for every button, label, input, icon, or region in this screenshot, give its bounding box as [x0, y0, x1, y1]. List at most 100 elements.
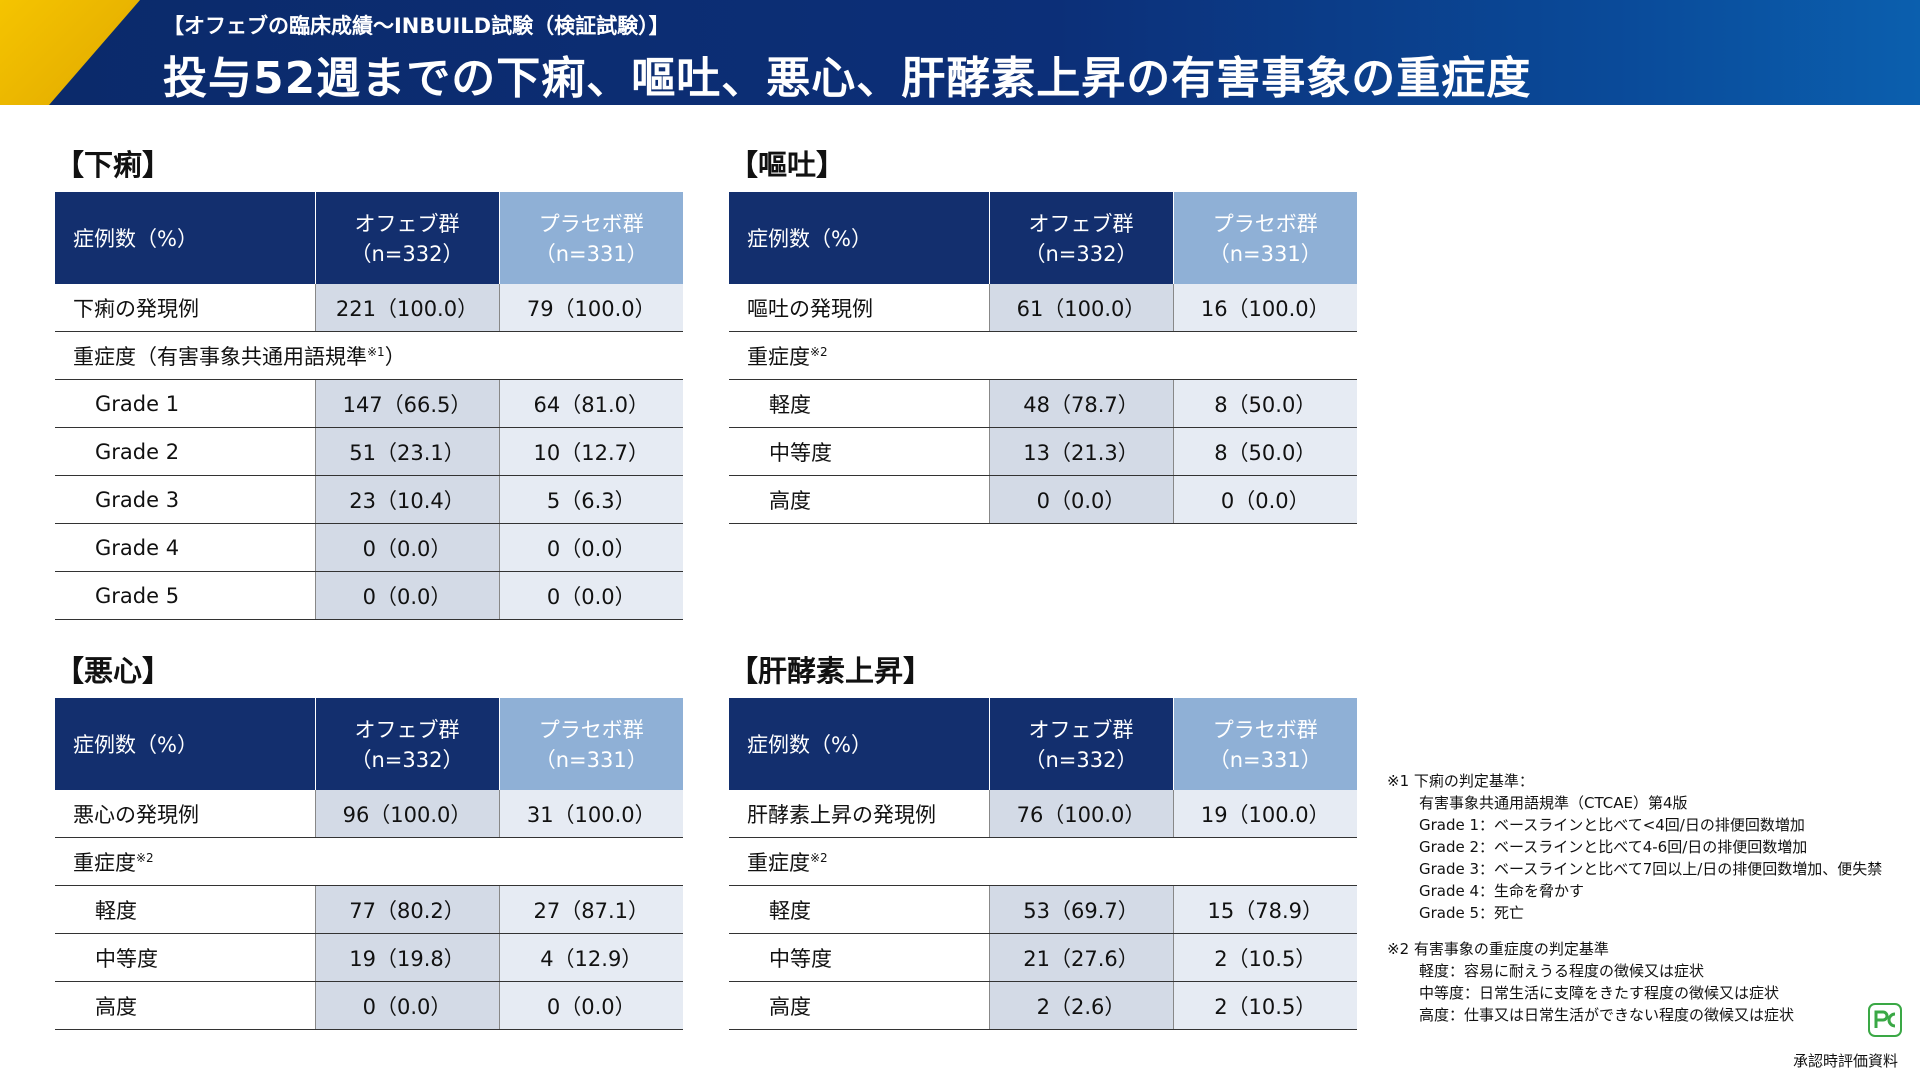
- group-name: オフェブ群: [354, 212, 460, 236]
- value-cell: 10（12.7）: [498, 427, 683, 476]
- note-line: Grade 3：ベースラインと比べて7回以上/日の排便回数増加、便失禁: [1419, 860, 1883, 878]
- value-cell: 0（0.0）: [988, 475, 1173, 524]
- header-row: 症例数（%） オフェブ群 （n=332） プラセボ群 （n=331）: [55, 192, 683, 284]
- value-cell: 0（0.0）: [498, 571, 683, 620]
- header-accent: [0, 0, 140, 105]
- table-body: 悪心の発現例 96（100.0） 31（100.0） 重症度※2 軽度 77（80.2） 2…: [55, 790, 683, 1030]
- table-head: 症例数（%） オフェブ群 （n=332） プラセボ群 （n=331）: [729, 698, 1357, 790]
- value-cell: 13（21.3）: [988, 427, 1173, 476]
- note-line: 中等度：日常生活に支障をきたす程度の徴候又は症状: [1419, 984, 1780, 1002]
- group-header: プラセボ群 （n=331）: [1172, 698, 1357, 790]
- row-label: 高度: [729, 981, 989, 1030]
- group-name: プラセボ群: [1212, 212, 1318, 236]
- value-cell: 2（2.6）: [988, 981, 1173, 1030]
- data-row: Grade 1 147（66.5） 64（81.0）: [55, 379, 683, 428]
- value-cell: 61（100.0）: [988, 284, 1173, 332]
- row-label: 中等度: [729, 933, 989, 982]
- row-label: Grade 3: [55, 475, 315, 524]
- value-cell: 31（100.0）: [498, 790, 683, 838]
- value-cell: 5（6.3）: [498, 475, 683, 524]
- note-line: Grade 4：生命を脅かす: [1419, 882, 1585, 900]
- note-ref: ※2: [810, 850, 828, 865]
- value-cell: 51（23.1）: [314, 427, 499, 476]
- value-cell: 79（100.0）: [498, 284, 683, 332]
- data-row: 軽度 48（78.7） 8（50.0）: [729, 379, 1357, 428]
- row-label: 下痢の発現例: [55, 284, 315, 332]
- severity-text: 重症度（有害事象共通用語規準: [73, 344, 367, 369]
- group-n: （n=331）: [534, 242, 648, 266]
- group-n: （n=331）: [1208, 748, 1322, 772]
- value-cell: 0（0.0）: [1172, 475, 1357, 524]
- group-n: （n=332）: [1024, 748, 1138, 772]
- severity-row: 重症度※2: [729, 331, 1357, 380]
- severity-row: 重症度※2: [729, 837, 1357, 886]
- value-cell: 27（87.1）: [498, 885, 683, 934]
- value-cell: 0（0.0）: [498, 981, 683, 1030]
- value-cell: 48（78.7）: [988, 379, 1173, 428]
- group-header: オフェブ群 （n=332）: [314, 698, 499, 790]
- group-header: プラセボ群 （n=331）: [1172, 192, 1357, 284]
- group-n: （n=331）: [1208, 242, 1322, 266]
- data-row: 下痢の発現例 221（100.0） 79（100.0）: [55, 284, 683, 332]
- table-section: 【悪心】症例数（%） オフェブ群 （n=332） プラセボ群 （n=331） 悪心の発現例…: [55, 653, 683, 1030]
- value-cell: 53（69.7）: [988, 885, 1173, 934]
- value-cell: 0（0.0）: [314, 571, 499, 620]
- group-header: オフェブ群 （n=332）: [988, 698, 1173, 790]
- value-cell: 221（100.0）: [314, 284, 499, 332]
- header-label: 症例数（%）: [55, 698, 315, 790]
- data-row: 中等度 19（19.8） 4（12.9）: [55, 933, 683, 982]
- value-cell: 147（66.5）: [314, 379, 499, 428]
- group-header: プラセボ群 （n=331）: [498, 698, 683, 790]
- data-row: 肝酵素上昇の発現例 76（100.0） 19（100.0）: [729, 790, 1357, 838]
- data-table: 症例数（%） オフェブ群 （n=332） プラセボ群 （n=331） 肝酵素上昇の発現例 7…: [729, 698, 1357, 1030]
- table-section: 【下痢】症例数（%） オフェブ群 （n=332） プラセボ群 （n=331） 下痢の発現例…: [55, 147, 683, 620]
- note-ref: ※2: [136, 850, 154, 865]
- value-cell: 15（78.9）: [1172, 885, 1357, 934]
- note-line: Grade 5：死亡: [1419, 904, 1525, 922]
- severity-label: 重症度※2: [55, 837, 683, 886]
- header-row: 症例数（%） オフェブ群 （n=332） プラセボ群 （n=331）: [729, 698, 1357, 790]
- logo: [1868, 1003, 1902, 1037]
- value-cell: 96（100.0）: [314, 790, 499, 838]
- value-cell: 19（100.0）: [1172, 790, 1357, 838]
- row-label: 嘔吐の発現例: [729, 284, 989, 332]
- footnotes: ※1 下痢の判定基準： 有害事象共通用語規準（CTCAE）第4版 Grade 1：ベ…: [1387, 770, 1882, 1040]
- group-header: オフェブ群 （n=332）: [988, 192, 1173, 284]
- row-label: 軽度: [729, 379, 989, 428]
- severity-text: ）: [384, 344, 406, 369]
- header-label: 症例数（%）: [729, 192, 989, 284]
- value-cell: 0（0.0）: [314, 523, 499, 572]
- data-row: Grade 4 0（0.0） 0（0.0）: [55, 523, 683, 572]
- header-title: 投与52週までの下痢、嘔吐、悪心、肝酵素上昇の有害事象の重症度: [163, 53, 1532, 104]
- data-row: Grade 2 51（23.1） 10（12.7）: [55, 427, 683, 476]
- group-n: （n=332）: [350, 748, 464, 772]
- row-label: Grade 5: [55, 571, 315, 620]
- header-row: 症例数（%） オフェブ群 （n=332） プラセボ群 （n=331）: [55, 698, 683, 790]
- group-name: プラセボ群: [538, 718, 644, 742]
- table-section: 【肝酵素上昇】 症例数（%） オフェブ群 （n=332） プラセボ群 （n=331） 肝酵素…: [729, 653, 1357, 1030]
- group-name: オフェブ群: [1028, 212, 1134, 236]
- severity-label: 重症度（有害事象共通用語規準※1）: [55, 331, 683, 380]
- table-body: 肝酵素上昇の発現例 76（100.0） 19（100.0） 重症度※2 軽度 53（69.…: [729, 790, 1357, 1030]
- value-cell: 8（50.0）: [1172, 427, 1357, 476]
- severity-text: 重症度: [747, 344, 810, 369]
- value-cell: 2（10.5）: [1172, 933, 1357, 982]
- data-row: Grade 3 23（10.4） 5（6.3）: [55, 475, 683, 524]
- section-title: 【下痢】: [55, 148, 172, 182]
- data-row: 軽度 53（69.7） 15（78.9）: [729, 885, 1357, 934]
- section-title: 【悪心】: [55, 654, 172, 688]
- row-label: 高度: [55, 981, 315, 1030]
- section-title: 【肝酵素上昇】: [729, 654, 933, 688]
- note-block: ※2 有害事象の重症度の判定基準 軽度：容易に耐えうる程度の徴候又は症状 中等度：日…: [1387, 938, 1882, 1026]
- data-table: 症例数（%） オフェブ群 （n=332） プラセボ群 （n=331） 下痢の発現例 221（…: [55, 192, 683, 620]
- value-cell: 0（0.0）: [314, 981, 499, 1030]
- value-cell: 4（12.9）: [498, 933, 683, 982]
- value-cell: 8（50.0）: [1172, 379, 1357, 428]
- severity-text: 重症度: [747, 850, 810, 875]
- note-line: Grade 1：ベースラインと比べて<4回/日の排便回数増加: [1419, 816, 1805, 834]
- note-ref: ※1: [367, 344, 385, 359]
- data-row: 中等度 13（21.3） 8（50.0）: [729, 427, 1357, 476]
- group-n: （n=331）: [534, 748, 648, 772]
- severity-row: 重症度※2: [55, 837, 683, 886]
- row-label: 悪心の発現例: [55, 790, 315, 838]
